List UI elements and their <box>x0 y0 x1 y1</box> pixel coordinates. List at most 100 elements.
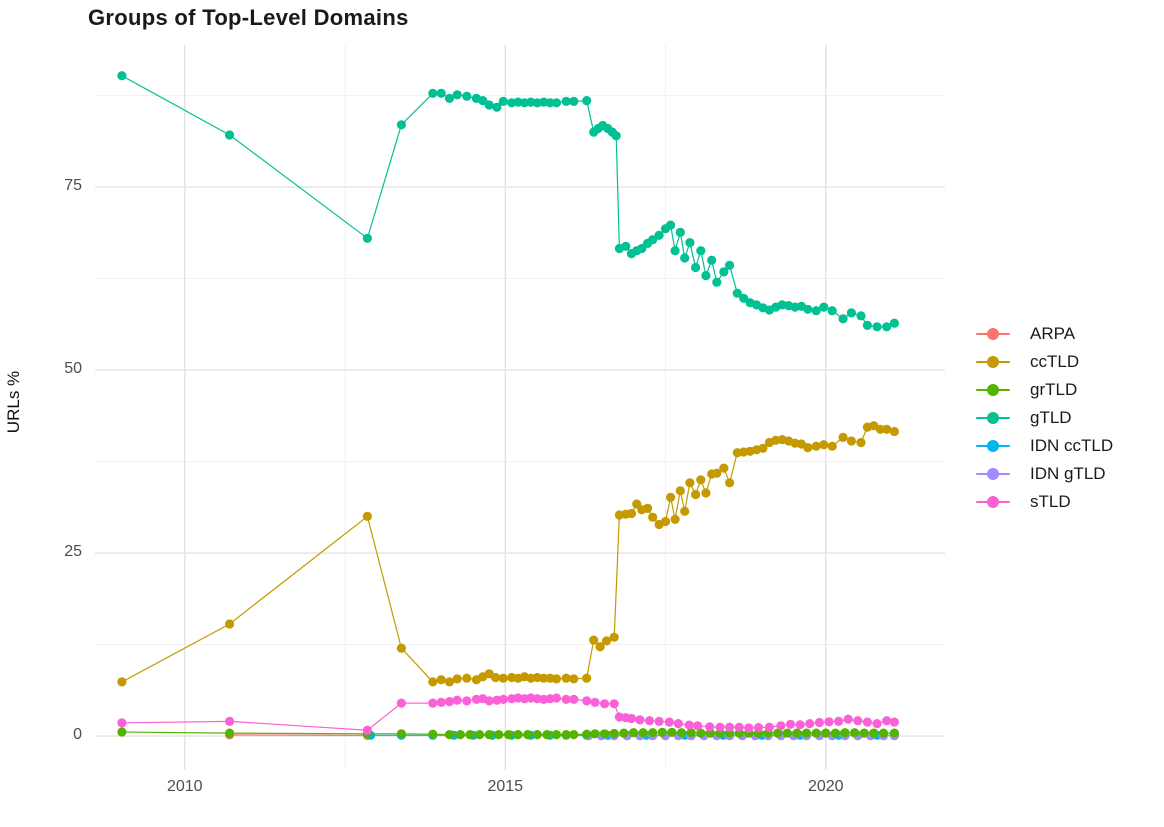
series-cctld-point <box>569 674 579 684</box>
series-cctld-point <box>436 675 446 685</box>
series-grtld-point <box>830 728 841 738</box>
y-tick-label: 50 <box>64 360 82 378</box>
series-cctld-point <box>819 440 829 450</box>
legend-key-icon <box>976 411 1010 425</box>
series-stld-point <box>862 717 873 727</box>
x-tick-label: 2010 <box>166 778 203 795</box>
series-stld-point <box>498 694 508 705</box>
series-cctld-line <box>121 425 895 683</box>
legend-key-dot <box>987 496 999 508</box>
series-grtld-point <box>889 728 900 738</box>
series-grtld-point <box>667 727 677 738</box>
series-cctld-point <box>680 506 690 516</box>
legend-item-idn-cctld: IDN ccTLD <box>976 432 1113 460</box>
series-stld-point <box>734 722 744 732</box>
series-stld-point <box>853 716 863 726</box>
series-gtld-point <box>362 233 372 243</box>
series-cctld-point <box>452 674 462 684</box>
series-gtld-point <box>654 230 664 240</box>
series-stld-point <box>452 695 462 705</box>
series-grtld-point <box>455 730 465 740</box>
series-grtld-line <box>121 731 895 736</box>
series-gtld-point <box>838 314 848 324</box>
series-stld-point <box>654 716 664 727</box>
series-cctld-point <box>589 635 599 645</box>
series-cctld-point <box>491 672 501 683</box>
series-stld-point <box>590 697 600 708</box>
series-stld-point <box>462 696 472 706</box>
y-tick-label: 25 <box>64 543 82 561</box>
series-gtld-point <box>428 88 438 98</box>
series-stld-point <box>569 694 579 705</box>
y-tick-label: 75 <box>64 177 82 195</box>
series-cctld-point <box>444 677 455 687</box>
series-gtld-point <box>478 96 488 106</box>
series-gtld-point <box>725 260 735 270</box>
y-tick-label: 0 <box>73 726 82 744</box>
series-gtld-line <box>121 75 895 328</box>
series-stld-point <box>626 713 637 724</box>
series-stld-point <box>744 723 754 733</box>
series-gtld-point <box>872 322 882 332</box>
series-cctld-point <box>889 426 900 437</box>
legend-item-arpa: ARPA <box>976 320 1113 348</box>
series-grtld-point <box>676 728 687 738</box>
series-cctld-point <box>428 677 438 687</box>
series-stld-point <box>600 699 610 709</box>
series-cctld-point <box>882 424 892 434</box>
legend-key-icon <box>976 495 1010 509</box>
legend-label: IDN ccTLD <box>1030 436 1114 455</box>
series-stld-point <box>725 722 735 732</box>
series-stld-point <box>664 717 675 727</box>
series-cctld-point <box>875 424 885 434</box>
series-cctld-point <box>582 673 592 683</box>
series-grtld-point <box>859 728 869 738</box>
series-grtld-point <box>465 730 475 740</box>
x-tick-label: 2015 <box>487 778 524 795</box>
series-grtld-point <box>657 727 667 738</box>
series-cctld-point <box>551 674 562 684</box>
series-cctld-point <box>758 443 768 453</box>
series-grtld-point <box>532 730 542 740</box>
series-stld-point <box>582 696 592 706</box>
series-grtld-point <box>428 729 438 739</box>
series-gtld-point <box>666 220 676 230</box>
series-gtld-point <box>675 227 685 237</box>
series-stld-point <box>805 719 815 729</box>
series-gtld-point <box>225 130 235 140</box>
series-stld-point <box>444 697 455 707</box>
series-grtld-point <box>542 730 552 740</box>
series-stld-point <box>684 720 694 730</box>
series-stld-point <box>785 719 796 729</box>
series-gtld-point <box>444 93 455 103</box>
series-stld-point <box>484 696 494 706</box>
series-cctld-point <box>539 673 549 683</box>
series-cctld-point <box>675 486 685 496</box>
series-stld-point <box>843 714 853 724</box>
legend-item-gtld: gTLD <box>976 404 1113 432</box>
series-gtld-point <box>712 277 722 287</box>
series-gtld-point <box>701 271 711 281</box>
series-stld-point <box>872 719 882 729</box>
series-gtld-point <box>648 235 658 245</box>
series-cctld-point <box>827 441 837 451</box>
legend-item-cctld: ccTLD <box>976 348 1113 376</box>
legend-key-icon <box>976 467 1010 481</box>
series-gtld-point <box>862 320 873 330</box>
series-grtld-point <box>869 728 879 738</box>
legend-key-dot <box>987 328 999 340</box>
series-grtld-point <box>648 728 658 738</box>
series-cctld-point <box>856 437 866 448</box>
legend-key-icon <box>976 383 1010 397</box>
series-gtld-point <box>569 96 579 106</box>
series-stld-point <box>644 716 655 726</box>
series-gtld-point <box>561 96 571 106</box>
legend-label: IDN gTLD <box>1030 464 1106 483</box>
series-gtld-point <box>462 91 472 101</box>
series-gtld-point <box>811 306 821 316</box>
series-grtld-point <box>561 730 571 740</box>
series-grtld-point <box>503 730 514 740</box>
series-grtld-point <box>444 730 455 740</box>
series-grtld-point <box>523 730 533 740</box>
series-stld-point <box>882 716 892 726</box>
